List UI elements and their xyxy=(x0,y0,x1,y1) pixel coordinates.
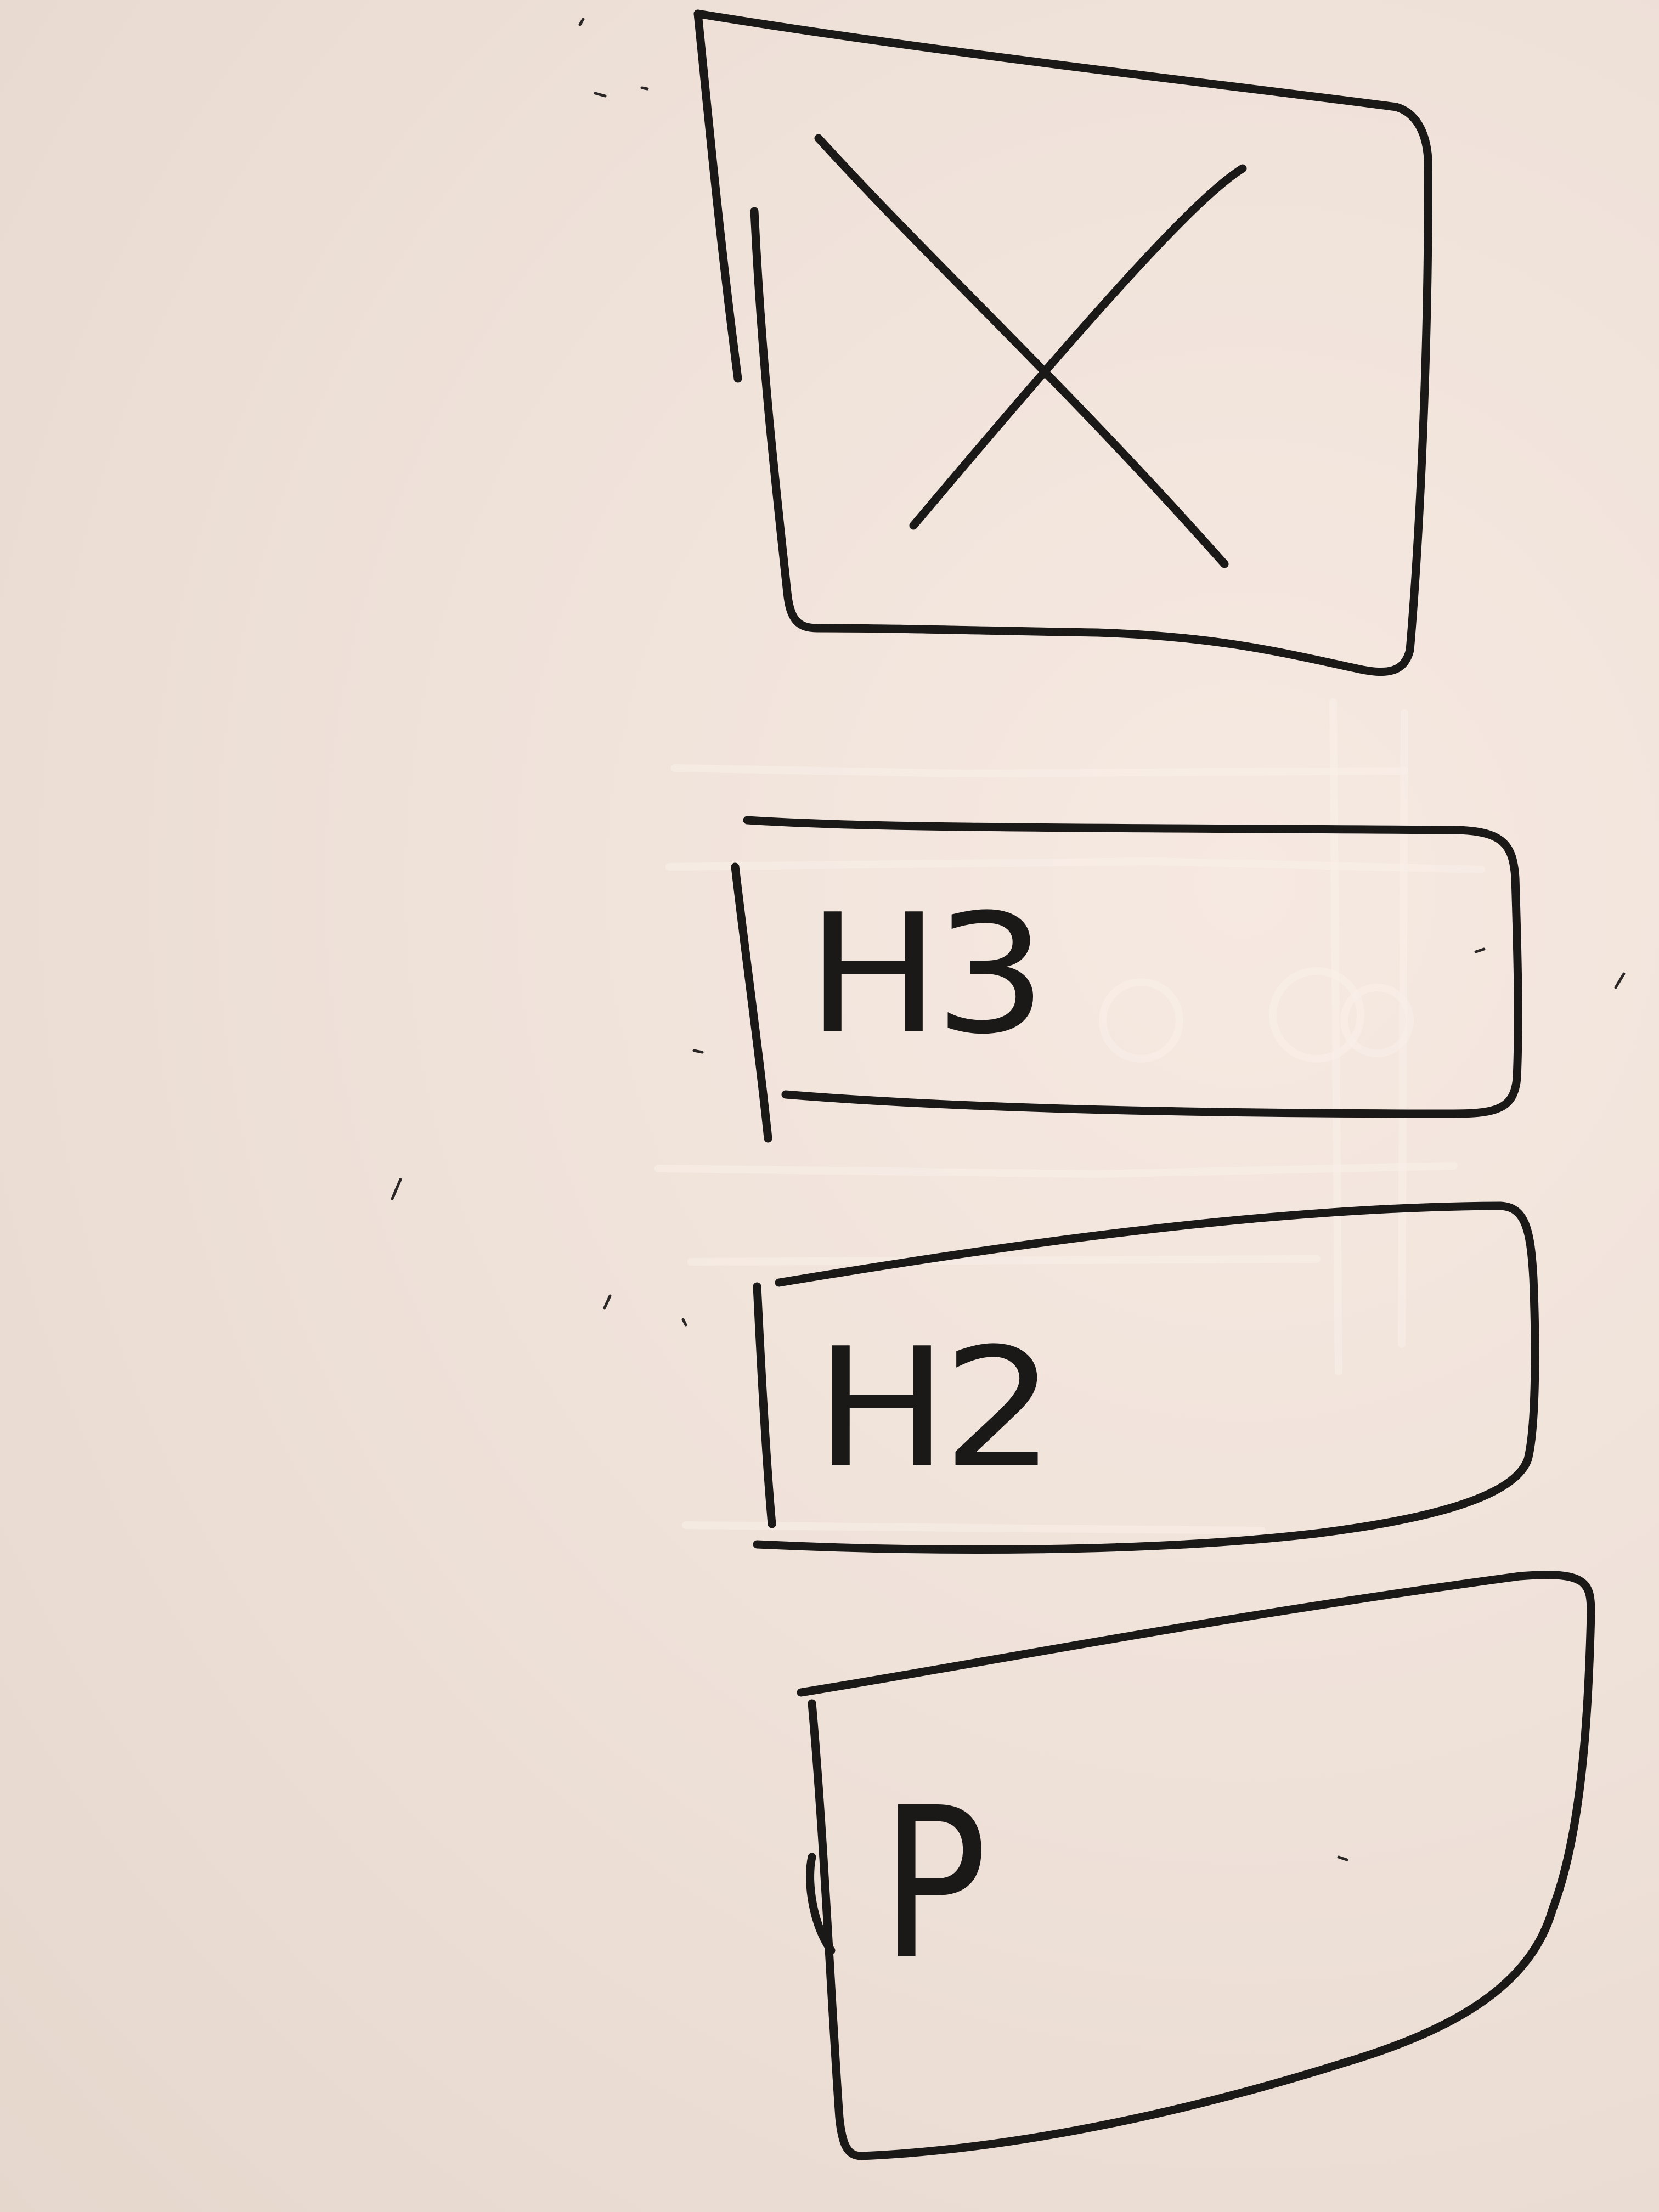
crossed-box-image-icon xyxy=(814,134,1229,568)
erased-marks xyxy=(654,698,1485,1534)
image-placeholder-frame xyxy=(693,9,742,383)
image-placeholder-frame xyxy=(693,9,1432,676)
h2-block xyxy=(753,1201,1539,1554)
image-placeholder xyxy=(693,9,1432,676)
marker-specks xyxy=(391,18,1626,1861)
h3-label: H3 xyxy=(806,879,1047,1070)
h2-label: H2 xyxy=(815,1313,1056,1504)
p-label: P xyxy=(881,1763,988,2006)
crossed-box-image-icon xyxy=(909,164,1247,530)
p-block xyxy=(797,1571,1595,2160)
h3-block xyxy=(731,816,1522,1143)
